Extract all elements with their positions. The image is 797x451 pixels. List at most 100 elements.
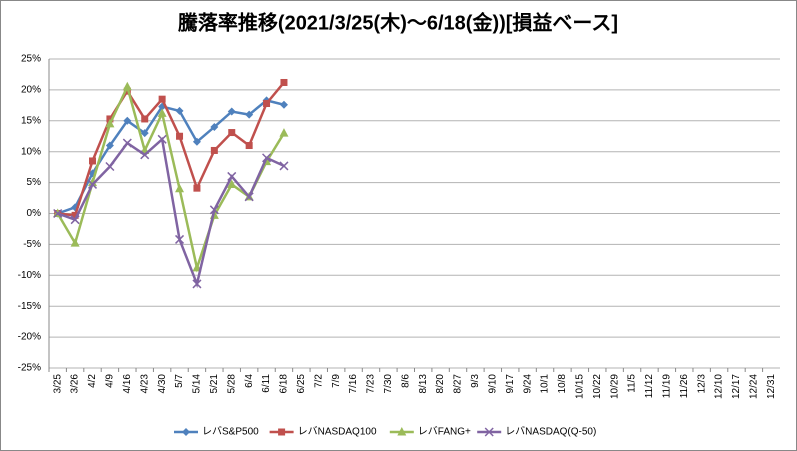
marker [210,146,218,154]
x-tick-label: 11/26 [679,374,690,399]
x-tick-label: 6/18 [279,374,290,394]
marker [245,110,254,119]
x-tick-label: 3/25 [52,374,63,394]
x-tick-label: 6/11 [261,374,272,393]
x-tick-label: 7/23 [366,374,377,394]
marker [228,129,236,137]
x-tick-label: 11/5 [627,374,638,393]
marker [140,150,150,160]
x-tick-label: 6/25 [296,374,307,394]
x-tick-label: 12/3 [696,374,707,394]
x-tick-label: 4/23 [139,374,150,394]
marker [193,184,201,192]
x-tick-label: 4/9 [105,374,116,388]
marker [262,153,272,163]
marker [122,81,132,91]
marker [123,116,132,125]
x-tick-label: 7/9 [331,374,342,388]
x-tick-label: 5/21 [209,374,220,394]
x-tick-label: 9/17 [505,374,516,394]
x-tick-label: 12/10 [714,374,725,399]
marker [105,118,115,128]
y-tick-label: 5% [27,177,42,188]
y-tick-label: 0% [27,208,42,219]
marker [157,134,167,144]
marker [279,100,288,109]
x-tick-label: 4/2 [87,374,98,388]
x-tick-label: 10/1 [540,374,551,394]
marker [88,177,98,187]
marker [192,137,201,146]
marker [140,129,149,138]
x-tick-label: 9/10 [487,374,498,394]
legend-label: レバNASDAQ100 [298,426,377,438]
x-tick-label: 8/20 [435,374,446,394]
series [53,134,289,289]
x-tick-label: 9/24 [522,374,533,394]
marker [279,128,289,137]
marker [105,162,115,172]
x-tick-label: 4/30 [157,374,168,394]
marker [158,95,166,103]
x-tick-label: 10/8 [557,374,568,394]
x-tick-label: 8/6 [400,374,411,388]
marker [182,428,190,436]
x-tick-label: 7/2 [313,374,324,388]
x-tick-label: 8/13 [418,374,429,394]
x-tick-label: 10/29 [609,374,620,399]
x-tick-label: 9/3 [470,374,481,388]
marker [397,427,407,436]
x-tick-label: 12/31 [766,374,777,399]
y-tick-label: -10% [18,270,41,281]
marker [278,428,286,436]
legend-label: レバS&P500 [202,426,259,438]
x-tick-label: 4/16 [122,374,133,394]
legend-label: レバNASDAQ(Q-50) [505,426,596,438]
series [54,78,288,219]
marker [227,171,237,181]
x-tick-label: 5/7 [174,374,185,388]
marker [245,142,253,150]
marker [175,106,184,115]
marker [263,99,271,107]
marker [227,107,236,116]
marker [105,141,114,150]
y-tick-label: 20% [21,85,41,96]
marker [122,138,132,148]
y-tick-label: -15% [18,301,41,312]
marker [175,183,185,193]
y-tick-label: -5% [23,239,41,250]
x-tick-label: 6/4 [244,374,255,388]
marker [87,179,98,189]
marker [244,192,254,202]
y-tick-label: -25% [18,363,41,374]
legend-label: レバFANG+ [418,426,471,438]
marker [70,238,80,247]
marker [70,215,80,225]
marker [53,208,63,219]
marker [280,78,288,86]
y-tick-label: 15% [21,115,41,126]
marker [227,179,237,188]
y-tick-label: -20% [18,332,41,343]
marker [484,427,494,437]
x-tick-label: 8/27 [453,374,464,394]
x-tick-label: 3/26 [70,374,81,394]
chart-title: 騰落率推移(2021/3/25(木)～6/18(金))[損益ベース] [178,10,618,34]
y-tick-label: 25% [21,54,41,65]
x-tick-label: 7/30 [383,374,394,394]
x-tick-label: 12/24 [749,374,760,399]
marker [71,211,79,219]
marker [209,205,219,215]
marker [175,234,185,244]
marker [157,108,167,117]
x-tick-label: 11/12 [644,374,655,399]
x-tick-label: 5/14 [192,374,203,394]
marker [141,115,149,123]
x-tick-label: 11/19 [662,374,673,399]
x-tick-label: 12/17 [731,374,742,399]
x-tick-label: 7/16 [348,374,359,394]
marker [176,132,184,140]
